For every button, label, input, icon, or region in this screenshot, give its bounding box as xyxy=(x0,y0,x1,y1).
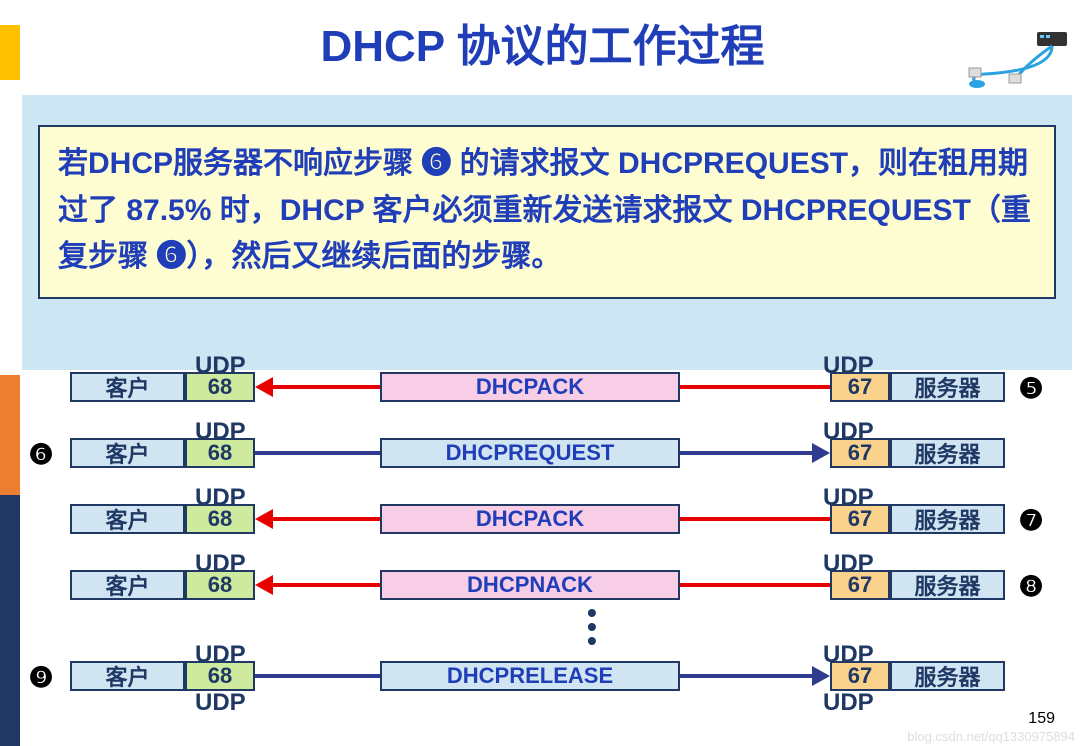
server-box: 服务器 xyxy=(890,372,1005,402)
port-67-box: 67 xyxy=(830,504,890,534)
port-68-box: 68 xyxy=(185,504,255,534)
dhcp-message-box: DHCPACK xyxy=(380,372,680,402)
step-number: ❽ xyxy=(1015,570,1047,602)
arrow-segment xyxy=(680,583,830,587)
arrow-head-icon xyxy=(255,575,273,595)
watermark: blog.csdn.net/qq1330975894 xyxy=(907,729,1075,744)
port-67-box: 67 xyxy=(830,438,890,468)
server-box: 服务器 xyxy=(890,504,1005,534)
server-box: 服务器 xyxy=(890,570,1005,600)
dhcp-step-row: UDPUDP客户6867服务器DHCPREQUEST❻ xyxy=(70,424,1040,490)
arrow-segment xyxy=(680,451,815,455)
client-box: 客户 xyxy=(70,504,185,534)
step-number: ❻ xyxy=(25,438,57,470)
arrow-segment xyxy=(255,451,380,455)
client-box: 客户 xyxy=(70,438,185,468)
dhcp-message-box: DHCPREQUEST xyxy=(380,438,680,468)
port-68-box: 68 xyxy=(185,372,255,402)
ellipsis-dots: ••• xyxy=(587,606,597,648)
dhcp-step-row: UDPUDP客户6867服务器DHCPACK❼ xyxy=(70,490,1040,556)
arrow-head-icon xyxy=(255,509,273,529)
port-67-box: 67 xyxy=(830,372,890,402)
arrow-segment xyxy=(270,517,380,521)
udp-label: UDP xyxy=(195,689,246,717)
port-68-box: 68 xyxy=(185,570,255,600)
dhcp-flow-rows: UDPUDP客户6867服务器DHCPACK❺UDPUDP客户6867服务器DH… xyxy=(70,358,1040,713)
sidebar-accent-orange xyxy=(0,375,20,495)
step-number: ❺ xyxy=(1015,372,1047,404)
dhcp-message-box: DHCPRELEASE xyxy=(380,661,680,691)
arrow-segment xyxy=(680,674,815,678)
step-number: ❼ xyxy=(1015,504,1047,536)
title-wrap: DHCP 协议的工作过程 xyxy=(0,0,1085,74)
dhcp-step-row: UDPUDP客户6867服务器DHCPACK❺ xyxy=(70,358,1040,424)
arrow-segment xyxy=(680,517,830,521)
dhcp-message-box: DHCPNACK xyxy=(380,570,680,600)
server-box: 服务器 xyxy=(890,661,1005,691)
step-number: ❾ xyxy=(25,661,57,693)
callout-note: 若DHCP服务器不响应步骤 ❻ 的请求报文 DHCPREQUEST，则在租用期过… xyxy=(38,125,1056,299)
dhcp-step-row: UDPUDP客户6867服务器DHCPNACK❽ xyxy=(70,556,1040,622)
arrow-head-icon xyxy=(812,443,830,463)
page-title: DHCP 协议的工作过程 xyxy=(320,10,764,74)
client-box: 客户 xyxy=(70,570,185,600)
client-box: 客户 xyxy=(70,661,185,691)
arrow-segment xyxy=(270,583,380,587)
port-68-box: 68 xyxy=(185,438,255,468)
server-box: 服务器 xyxy=(890,438,1005,468)
dhcp-step-row: UDPUDPUDPUDP客户6867服务器DHCPRELEASE❾ xyxy=(70,647,1040,713)
arrow-segment xyxy=(270,385,380,389)
port-67-box: 67 xyxy=(830,570,890,600)
arrow-head-icon xyxy=(812,666,830,686)
arrow-segment xyxy=(680,385,830,389)
udp-label: UDP xyxy=(823,689,874,717)
sidebar-accent-yellow xyxy=(0,25,20,80)
client-box: 客户 xyxy=(70,372,185,402)
arrow-head-icon xyxy=(255,377,273,397)
page-number: 159 xyxy=(1028,710,1055,728)
sidebar-accent-navy xyxy=(0,495,20,746)
dhcp-message-box: DHCPACK xyxy=(380,504,680,534)
arrow-segment xyxy=(255,674,380,678)
port-68-box: 68 xyxy=(185,661,255,691)
network-topology-icon xyxy=(965,30,1075,90)
port-67-box: 67 xyxy=(830,661,890,691)
